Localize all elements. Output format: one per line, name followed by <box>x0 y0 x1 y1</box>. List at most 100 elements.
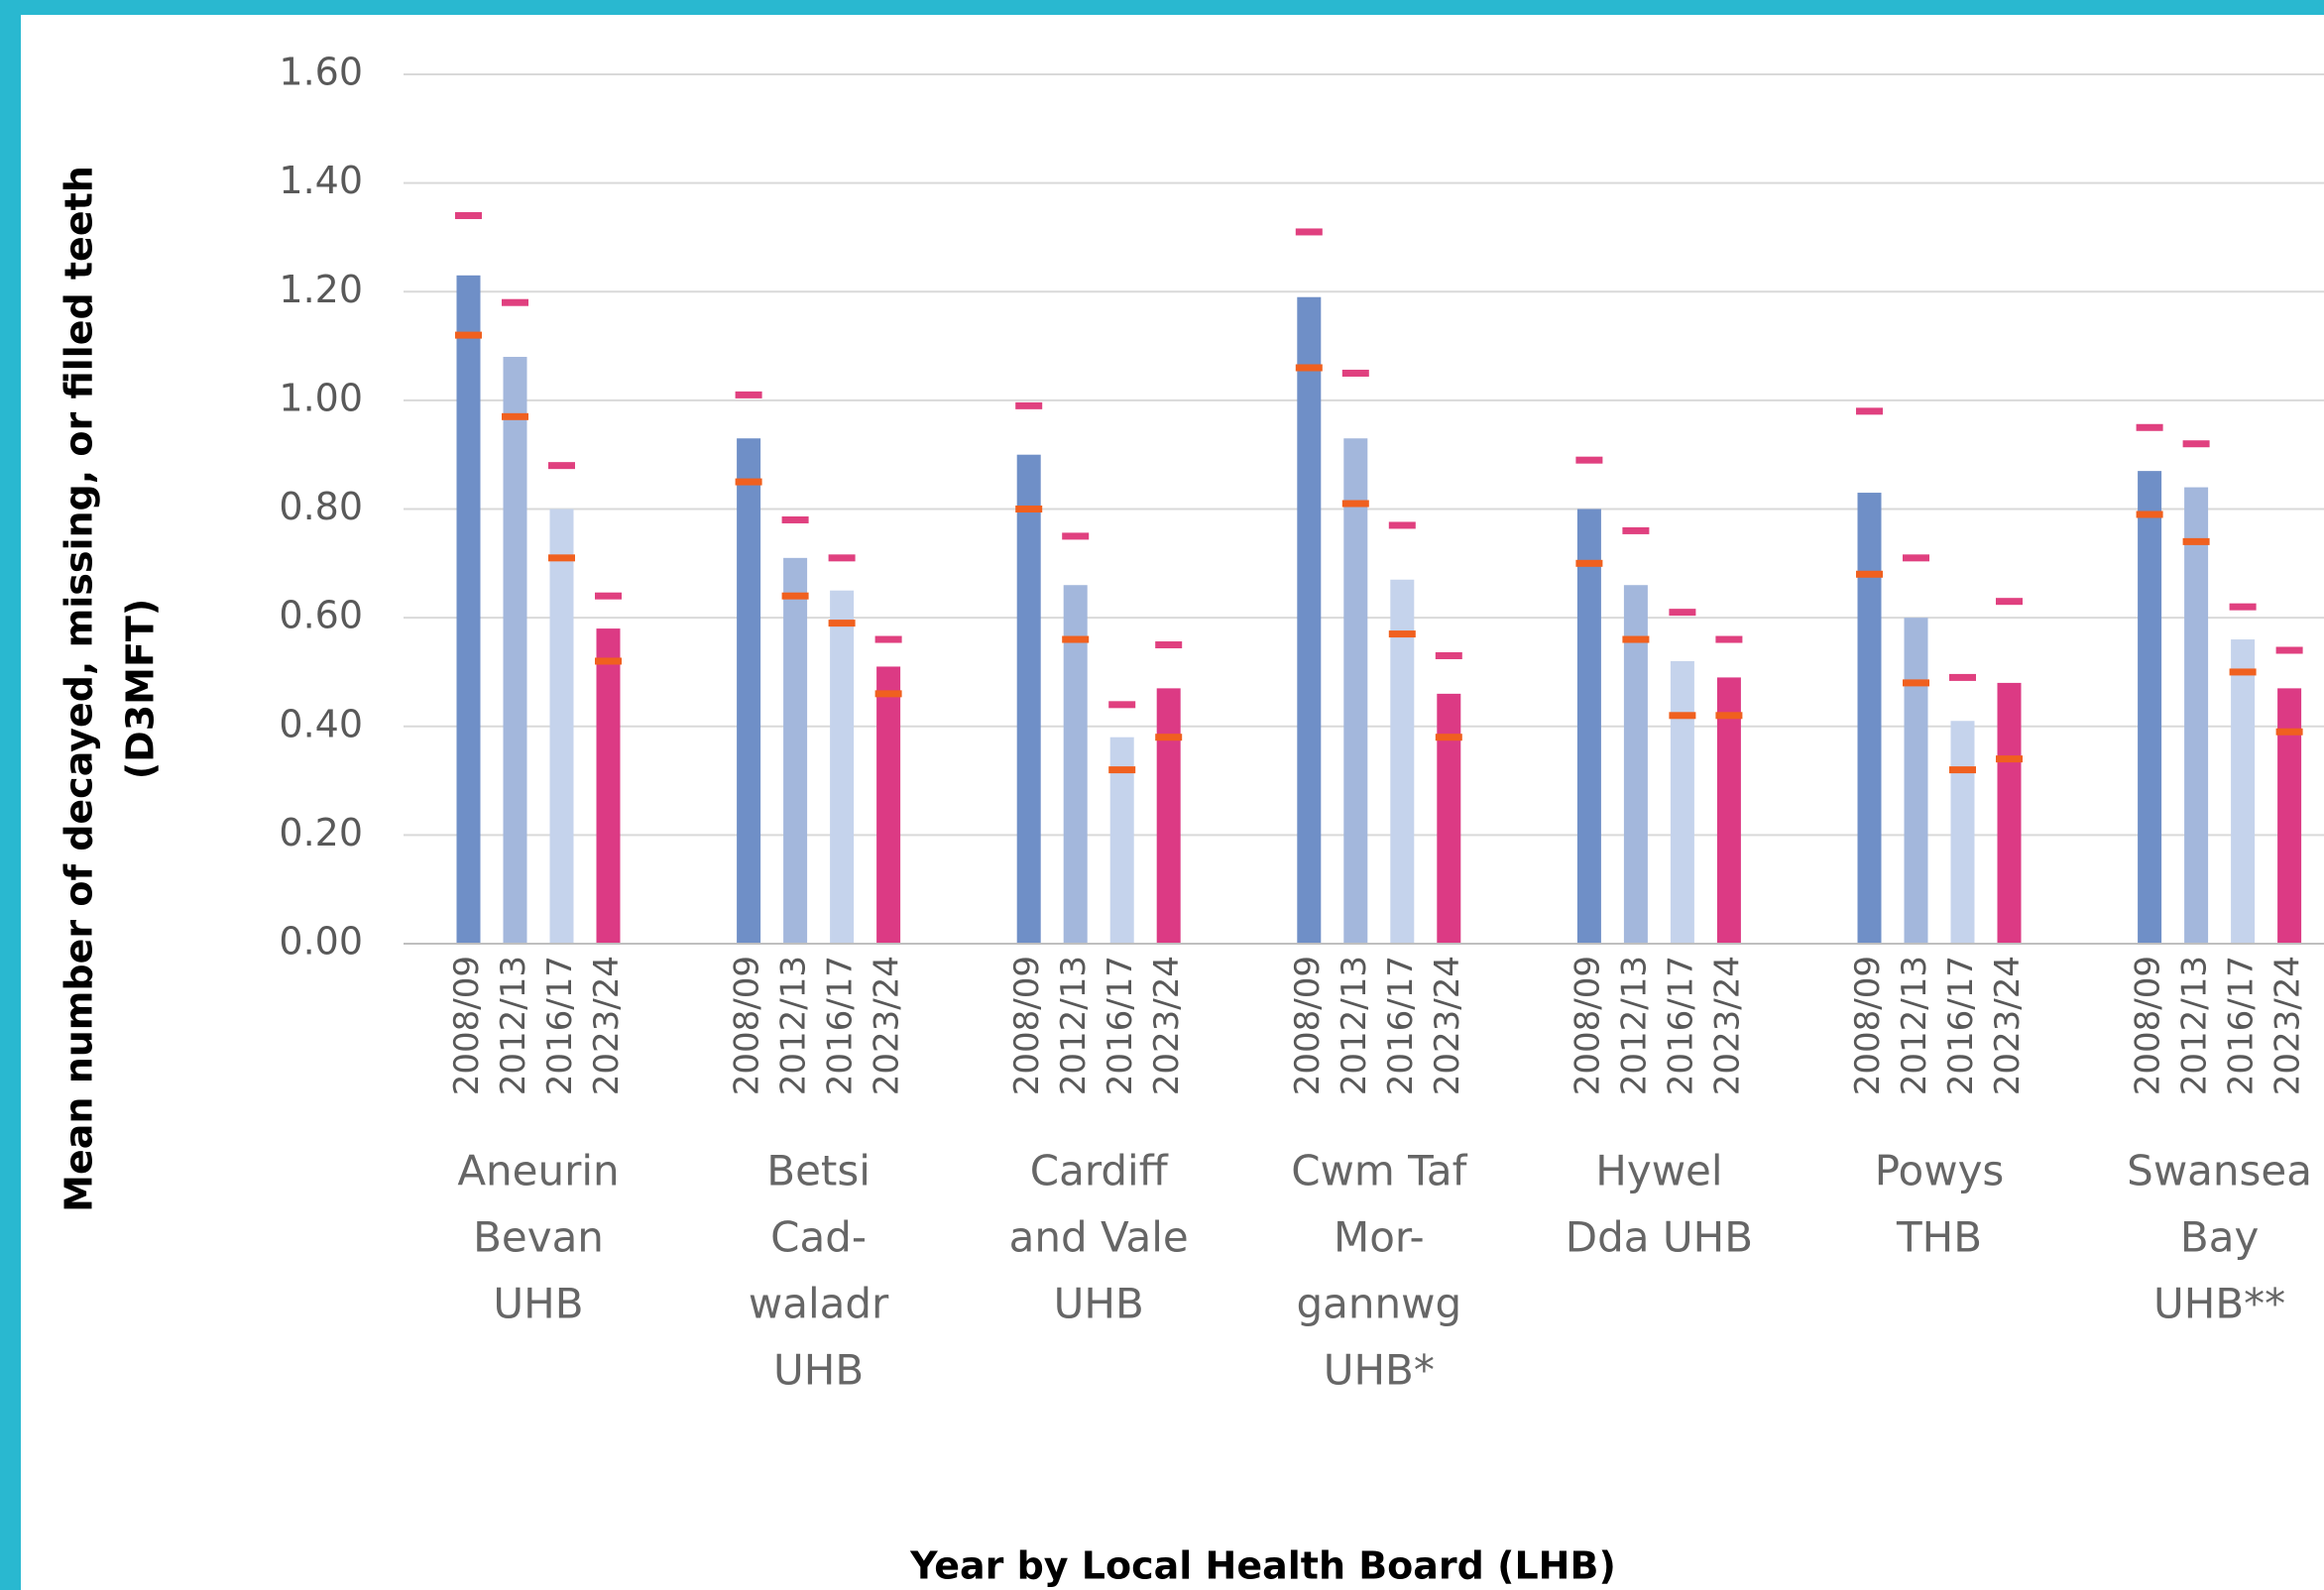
ci-lower-marker <box>1155 734 1183 741</box>
ci-upper-marker <box>1435 651 1462 659</box>
x-tick-label: 2012/13 <box>1054 956 1094 1095</box>
x-tick-label: 2008/09 <box>1568 956 1607 1095</box>
x-tick-label: 2012/13 <box>494 956 533 1095</box>
ci-upper-marker <box>735 391 762 398</box>
bar <box>2138 471 2162 944</box>
ci-lower-marker <box>1341 500 1369 508</box>
group-label: THB <box>1896 1213 1982 1262</box>
ci-upper-marker <box>1388 521 1416 529</box>
group-label: Aneurin <box>457 1147 619 1195</box>
y-tick-label: 0.60 <box>279 594 363 637</box>
x-tick-label: 2023/24 <box>2268 956 2308 1095</box>
x-tick-label: 2008/09 <box>447 956 487 1095</box>
group-label: Swansea <box>2127 1147 2312 1195</box>
bar <box>830 590 855 944</box>
y-tick-label: 1.60 <box>279 51 363 94</box>
ci-upper-marker <box>1015 401 1043 409</box>
ci-upper-marker <box>455 212 482 220</box>
ci-lower-marker <box>1575 559 1603 567</box>
bar <box>1016 454 1041 944</box>
bar <box>1390 579 1415 944</box>
ci-upper-marker <box>1155 641 1183 649</box>
group-label: Dda UHB <box>1566 1213 1753 1262</box>
ci-lower-marker <box>1015 506 1043 512</box>
bar <box>2277 688 2302 944</box>
ci-upper-marker <box>2182 440 2210 448</box>
ci-upper-marker <box>2136 423 2163 431</box>
x-tick-label: 2016/17 <box>1941 956 1981 1095</box>
ci-lower-marker <box>1388 630 1416 638</box>
ci-lower-marker <box>1435 734 1462 741</box>
x-tick-label: 2008/09 <box>1007 956 1047 1095</box>
bar <box>1156 688 1181 944</box>
bar <box>1716 677 1741 944</box>
bar <box>2184 487 2209 944</box>
x-tick-label: 2023/24 <box>1147 956 1187 1095</box>
bar <box>737 438 761 944</box>
ci-lower-marker <box>1949 766 1976 774</box>
ci-upper-marker <box>1715 635 1743 643</box>
ci-upper-marker <box>874 635 902 643</box>
ci-lower-marker <box>1295 364 1323 372</box>
x-tick-label: 2012/13 <box>2175 956 2215 1095</box>
x-tick-label: 2008/09 <box>1288 956 1328 1095</box>
bar <box>1297 296 1322 944</box>
group-label: Betsi <box>766 1147 871 1195</box>
ci-upper-marker <box>1295 228 1323 236</box>
group-label: Cardiff <box>1030 1147 1169 1195</box>
ci-lower-marker <box>1903 679 1929 687</box>
bar <box>503 357 527 944</box>
bar <box>783 557 808 944</box>
x-tick-label: 2008/09 <box>2129 956 2168 1095</box>
ci-lower-marker <box>1062 635 1090 643</box>
ci-lower-marker <box>1108 766 1136 774</box>
ci-upper-marker <box>2229 603 2257 611</box>
ci-upper-marker <box>502 298 528 306</box>
ci-upper-marker <box>1575 456 1603 464</box>
x-tick-label: 2016/17 <box>1101 956 1140 1095</box>
bar <box>596 628 621 944</box>
ci-lower-marker <box>1669 712 1696 720</box>
x-tick-label: 2023/24 <box>587 956 627 1095</box>
bar <box>1997 682 2022 944</box>
x-tick-label: 2016/17 <box>2222 956 2262 1095</box>
group-label: Hywel <box>1595 1147 1722 1195</box>
x-tick-label: 2012/13 <box>774 956 814 1095</box>
bar <box>1437 693 1461 944</box>
ci-lower-marker <box>1622 635 1650 643</box>
ci-lower-marker <box>2136 511 2163 518</box>
group-label: gannwg <box>1296 1280 1461 1328</box>
ci-upper-marker <box>781 515 809 523</box>
x-tick-label: 2016/17 <box>540 956 580 1095</box>
group-label: Bevan <box>473 1213 604 1262</box>
y-tick-label: 1.20 <box>279 268 363 311</box>
ci-lower-marker <box>2275 728 2303 736</box>
y-tick-label: 0.80 <box>279 485 363 528</box>
group-label: Mor- <box>1334 1213 1425 1262</box>
y-tick-label: 0.20 <box>279 811 363 854</box>
group-label: UHB <box>493 1280 583 1328</box>
group-label: Cad- <box>770 1213 867 1262</box>
group-label: UHB <box>1054 1280 1144 1328</box>
bar <box>549 509 574 944</box>
group-label: Bay <box>2180 1213 2259 1262</box>
ci-upper-marker <box>1622 526 1650 534</box>
ci-upper-marker <box>548 462 575 470</box>
ci-lower-marker <box>548 554 575 562</box>
x-tick-label: 2008/09 <box>728 956 767 1095</box>
bar <box>1904 618 1928 944</box>
y-tick-label: 0.00 <box>279 920 363 964</box>
group-label: UHB** <box>2153 1280 2285 1328</box>
ci-lower-marker <box>1715 712 1743 720</box>
bar <box>1343 438 1368 944</box>
ci-lower-marker <box>781 592 809 600</box>
ci-lower-marker <box>1856 570 1883 578</box>
bar <box>1857 493 1882 944</box>
ci-upper-marker <box>1903 554 1929 562</box>
group-label: Powys <box>1875 1147 2005 1195</box>
x-tick-label: 2008/09 <box>1848 956 1888 1095</box>
bar <box>2231 639 2256 944</box>
ci-upper-marker <box>1062 532 1090 540</box>
x-tick-label: 2016/17 <box>821 956 861 1095</box>
